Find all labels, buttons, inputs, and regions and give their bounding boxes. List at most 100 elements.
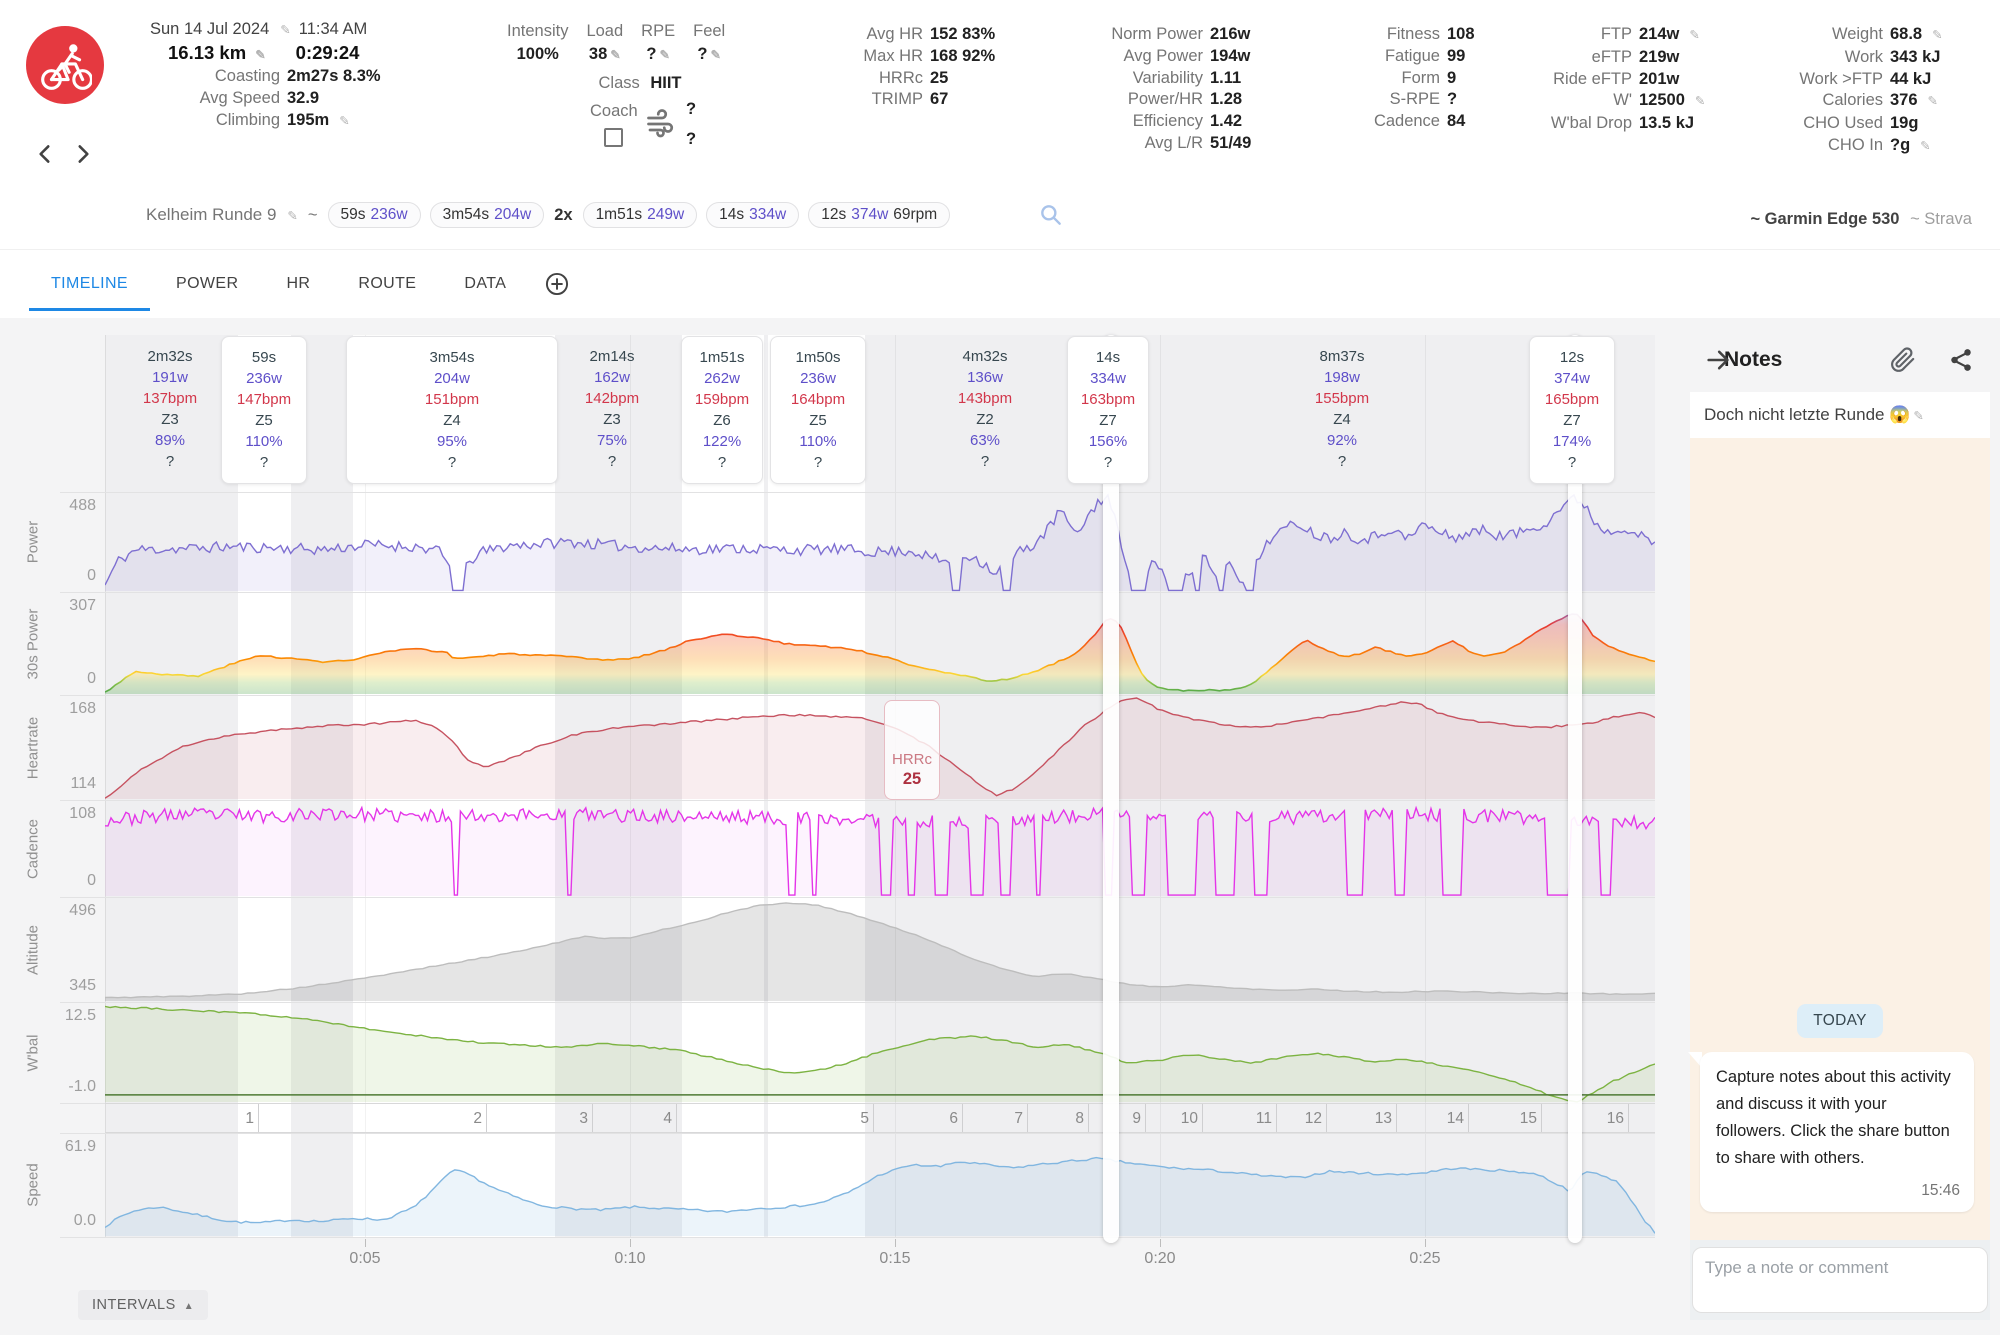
lap-number[interactable]: 10 — [1180, 1110, 1198, 1127]
edit-value-icon[interactable]: ✎ — [339, 113, 350, 128]
lap-number[interactable]: 7 — [1014, 1110, 1023, 1127]
chart-power[interactable] — [105, 492, 1655, 592]
edit-value-icon[interactable]: ✎ — [1920, 138, 1931, 153]
lap-number[interactable]: 2 — [473, 1110, 482, 1127]
lap-number[interactable]: 16 — [1606, 1110, 1624, 1127]
activity-duration: 0:29:24 — [295, 42, 360, 63]
edit-value-icon[interactable]: ✎ — [1694, 94, 1706, 109]
tab-route[interactable]: ROUTE — [334, 257, 440, 311]
effort-grid: Intensity 100% Load 38 ✎ RPE? ✎ Feel? ✎ — [498, 20, 734, 67]
add-chart-tab-button[interactable] — [544, 271, 570, 297]
edit-value-icon[interactable]: ✎ — [1927, 94, 1939, 109]
interval-label-card[interactable]: 4m32s 136w 143bpm Z2 63%? — [939, 336, 1031, 482]
class-value[interactable]: HIIT — [650, 74, 682, 92]
source-app[interactable]: ~ Strava — [1910, 210, 1972, 228]
lap-number[interactable]: 9 — [1132, 1110, 1141, 1127]
interval-hr: 143bpm — [957, 390, 1013, 407]
interval-chip[interactable]: 14s 334w — [706, 202, 800, 228]
tailwind-value[interactable]: ? — [686, 130, 697, 148]
effort-value-text[interactable]: ? — [646, 45, 657, 63]
activity-distance: 16.13 km — [168, 42, 247, 63]
effort-value-text[interactable]: 100% — [516, 45, 559, 63]
chip-duration: 14s — [719, 206, 745, 223]
edit-value-icon[interactable]: ✎ — [1689, 28, 1700, 42]
tab-data[interactable]: DATA — [440, 257, 530, 311]
metric-label: Fitness — [1386, 25, 1440, 43]
interval-chip[interactable]: 59s 236w — [327, 202, 421, 228]
chip-power: 236w — [370, 206, 408, 223]
interval-label-card[interactable]: 1m51s 262w 159bpm Z6 122%? — [681, 336, 763, 484]
chart-wbal[interactable] — [105, 1002, 1655, 1103]
next-activity-button[interactable] — [68, 140, 98, 170]
interval-label-card[interactable]: 2m14s 162w 142bpm Z3 75%? — [566, 336, 658, 482]
edit-date-icon[interactable]: ✎ — [280, 23, 291, 37]
headwind-value[interactable]: ? — [686, 100, 697, 118]
edit-note-icon[interactable]: ✎ — [1913, 408, 1924, 423]
lap-separator — [258, 1104, 259, 1132]
effort-value-text[interactable]: ? — [697, 45, 708, 63]
note-input[interactable] — [1692, 1247, 1988, 1313]
lap-number[interactable]: 14 — [1446, 1110, 1464, 1127]
source-device[interactable]: ~ Garmin Edge 530 — [1750, 210, 1900, 228]
lap-number[interactable]: 3 — [579, 1110, 588, 1127]
interval-label-card[interactable]: 3m54s 204w 151bpm Z4 95%? — [346, 336, 558, 484]
attach-file-button[interactable] — [1890, 347, 1916, 373]
lap-number[interactable]: 11 — [1255, 1110, 1272, 1127]
interval-label-card[interactable]: 2m32s 191w 137bpm Z3 89%? — [124, 336, 216, 482]
tab-hr[interactable]: HR — [262, 257, 334, 311]
chart-altitude[interactable] — [105, 897, 1655, 1002]
share-icon — [1951, 349, 1971, 371]
edit-value-icon[interactable]: ✎ — [610, 48, 621, 62]
tab-power[interactable]: POWER — [152, 257, 262, 311]
lap-number[interactable]: 6 — [949, 1110, 958, 1127]
search-intervals-button[interactable] — [1038, 202, 1064, 228]
intervals-toggle-button[interactable]: INTERVALS ▲ — [78, 1290, 209, 1320]
chart-p30[interactable] — [105, 592, 1655, 695]
edit-value-icon[interactable]: ✎ — [1932, 28, 1943, 42]
interval-hr: 159bpm — [694, 391, 750, 408]
interval-intensity-pct: 95% — [436, 433, 468, 450]
time-gridline — [365, 335, 366, 1237]
chart-hr[interactable] — [105, 695, 1655, 800]
interval-label-card[interactable]: 12s 374w 165bpm Z7 174%? — [1529, 336, 1615, 484]
edit-activity-name-icon[interactable]: ✎ — [287, 208, 298, 223]
interval-zone: Z4 — [1333, 411, 1351, 428]
metric-value: 168 92% — [930, 46, 996, 65]
interval-label-card[interactable]: 59s 236w 147bpm Z5 110%? — [221, 336, 307, 484]
activity-name[interactable]: Kelheim Runde 9 — [146, 205, 277, 224]
interval-chip[interactable]: 1m51s 249w — [582, 202, 698, 228]
lap-number[interactable]: 4 — [663, 1110, 672, 1127]
prev-activity-button[interactable] — [30, 140, 60, 170]
lap-number[interactable]: 1 — [245, 1110, 254, 1127]
edit-distance-icon[interactable]: ✎ — [255, 48, 266, 62]
activity-type-icon[interactable] — [26, 26, 104, 104]
effort-value-text[interactable]: 38 — [588, 45, 608, 63]
note-title-row: Doch nicht letzte Runde 😱 ✎ — [1690, 392, 1990, 438]
lap-number[interactable]: 13 — [1374, 1110, 1392, 1127]
axis-name-altitude: Altitude — [24, 924, 42, 975]
interval-intensity-pct: 156% — [1088, 433, 1128, 450]
interval-chip[interactable]: 12s 374w 69rpm — [808, 202, 951, 228]
tab-timeline[interactable]: TIMELINE — [27, 257, 152, 311]
lap-number[interactable]: 15 — [1519, 1110, 1537, 1127]
coach-checkbox[interactable] — [604, 128, 623, 147]
lap-number[interactable]: 8 — [1075, 1110, 1084, 1127]
chart-cadence[interactable] — [105, 800, 1655, 897]
metric-label: Power/HR — [1127, 90, 1203, 109]
chart-speed[interactable] — [105, 1133, 1655, 1237]
collapse-panel-arrow-icon[interactable] — [1704, 346, 1732, 374]
interval-label-card[interactable]: 14s 334w 163bpm Z7 156%? — [1067, 336, 1149, 484]
interval-zone: Z7 — [1563, 412, 1581, 429]
interval-label-card[interactable]: 8m37s 198w 155bpm Z4 92%? — [1296, 336, 1388, 482]
interval-power: 162w — [594, 369, 630, 386]
lap-number[interactable]: 12 — [1304, 1110, 1322, 1127]
interval-repeat-count: 2x — [554, 205, 573, 224]
lap-number[interactable]: 5 — [860, 1110, 869, 1127]
interval-label-card[interactable]: 1m50s 236w 164bpm Z5 110%? — [770, 336, 866, 484]
edit-value-icon[interactable]: ✎ — [710, 48, 721, 62]
metric-row: Max HR 168 92% — [795, 46, 1010, 68]
message-text: Capture notes about this activity and di… — [1716, 1068, 1951, 1167]
interval-chip[interactable]: 3m54s 204w — [429, 202, 545, 228]
edit-value-icon[interactable]: ✎ — [659, 48, 670, 62]
share-button[interactable] — [1948, 347, 1974, 373]
